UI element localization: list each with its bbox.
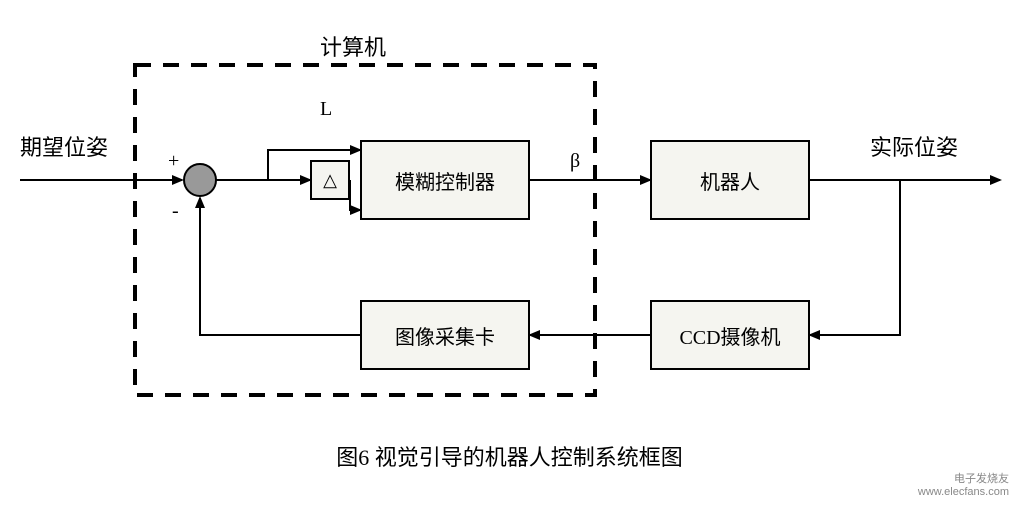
watermark-line1: 电子发烧友 [918, 473, 1009, 486]
fuzzy-controller-block: 模糊控制器 [360, 140, 530, 220]
image-card-block: 图像采集卡 [360, 300, 530, 370]
diagram-svg [0, 0, 1019, 507]
input-label: 期望位姿 [20, 130, 108, 162]
robot-label: 机器人 [700, 166, 760, 195]
ccd-label: CCD摄像机 [679, 321, 780, 350]
summing-junction [184, 164, 216, 196]
watermark-line2: www.elecfans.com [918, 486, 1009, 499]
ccd-block: CCD摄像机 [650, 300, 810, 370]
delta-block: △ [310, 160, 350, 200]
minus-sign: - [172, 200, 179, 223]
delta-label: △ [323, 170, 337, 191]
diagram-canvas: 计算机 期望位姿 实际位姿 L β + - 模糊控制器 △ 图像采集卡 机器人 … [0, 0, 1019, 507]
arrow-feedback [200, 198, 360, 335]
arrow-output-to-ccd [810, 180, 900, 335]
figure-caption: 图6 视觉引导的机器人控制系统框图 [0, 440, 1019, 472]
beta-label: β [570, 150, 580, 173]
output-label: 实际位姿 [870, 130, 958, 162]
robot-block: 机器人 [650, 140, 810, 220]
image-card-label: 图像采集卡 [395, 321, 495, 350]
l-label: L [320, 98, 332, 121]
fuzzy-controller-label: 模糊控制器 [395, 166, 495, 195]
line-delta-to-fuzzy [350, 180, 360, 210]
watermark: 电子发烧友 www.elecfans.com [918, 473, 1009, 499]
plus-sign: + [168, 150, 179, 173]
computer-label: 计算机 [320, 30, 386, 62]
